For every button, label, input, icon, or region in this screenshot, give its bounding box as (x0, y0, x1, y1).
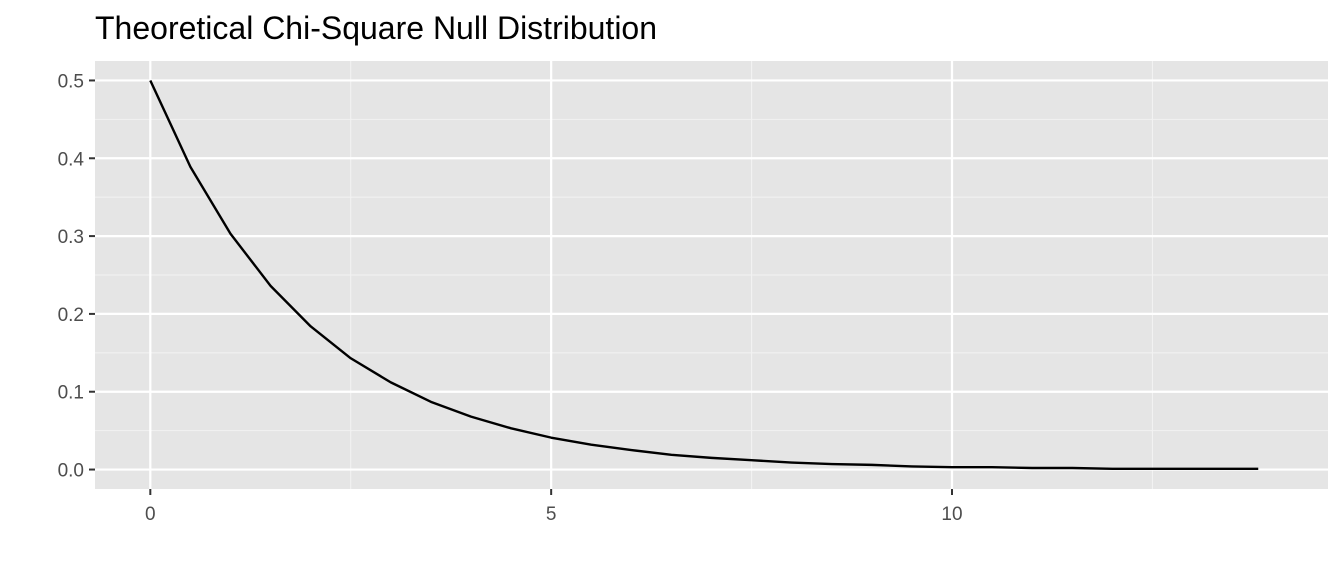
series-layer (149, 79, 1259, 470)
y-tick-label: 0.5 (58, 71, 84, 92)
y-tick-label: 0.2 (58, 305, 84, 326)
y-tick-label: 0.4 (58, 149, 85, 170)
x-tick-label: 10 (941, 504, 962, 525)
y-tick-label: 0.0 (58, 461, 84, 482)
x-tick-label: 5 (546, 504, 557, 525)
chart-title: Theoretical Chi-Square Null Distribution (95, 10, 657, 46)
x-axis: 0 5 10 (145, 489, 963, 525)
minor-gridlines (95, 61, 1328, 489)
major-gridlines (95, 61, 1328, 489)
y-tick-label: 0.1 (58, 383, 84, 404)
series-line (149, 79, 1259, 470)
y-tick-label: 0.3 (58, 227, 84, 248)
y-axis: 0.0 0.1 0.2 0.3 0.4 0.5 (58, 71, 95, 482)
x-tick-label: 0 (145, 504, 156, 525)
